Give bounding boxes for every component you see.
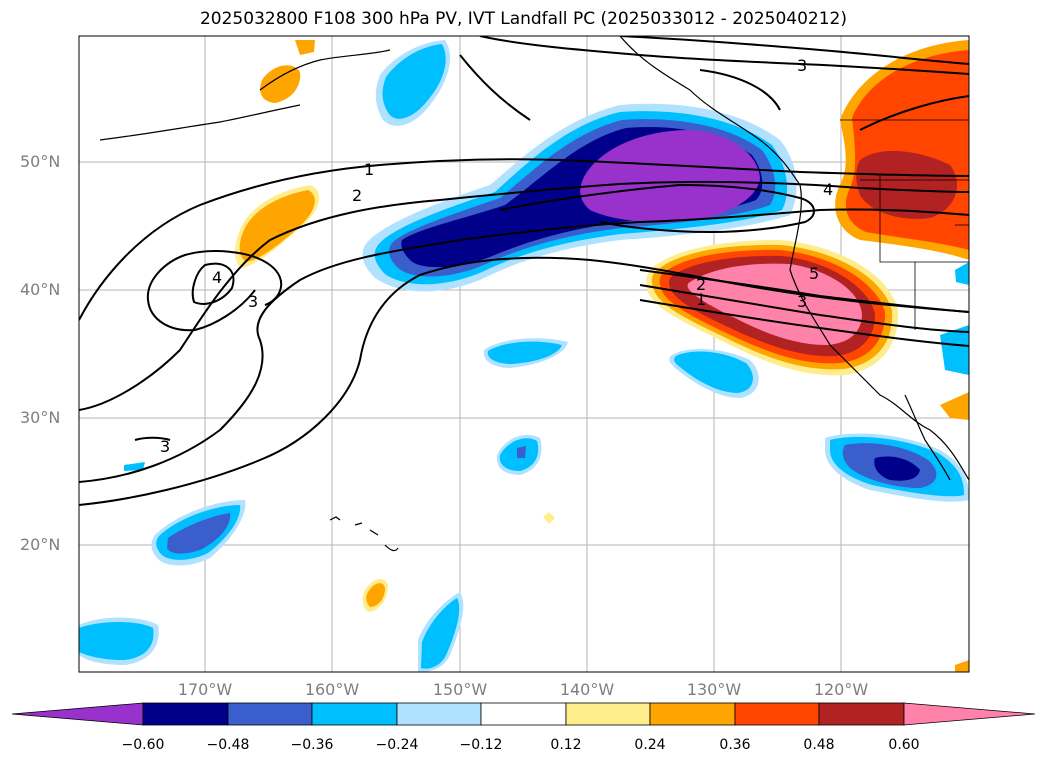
colorbar-cell — [311, 702, 398, 726]
colorbar-tick-label: −0.36 — [290, 737, 334, 753]
contour-label: 4 — [823, 180, 833, 199]
map-plot-area: 1 2 3 4 1 2 3 4 5 3 3 — [79, 36, 969, 672]
contour-label: 1 — [696, 290, 706, 309]
contour-label: 1 — [364, 160, 374, 179]
colorbar-tick-label: −0.48 — [206, 737, 250, 753]
colorbar-cell — [818, 702, 905, 726]
lon-label: 130°W — [686, 680, 742, 699]
contour-label: 2 — [352, 186, 362, 205]
colorbar-cell — [734, 702, 820, 726]
colorbar-tick-label: 0.36 — [719, 737, 751, 753]
pv-contours — [79, 36, 969, 506]
lon-label: 170°W — [177, 680, 233, 699]
contour-label: 3 — [797, 56, 807, 75]
pv-positive-canada — [835, 40, 969, 260]
contour-label: 3 — [797, 292, 807, 311]
colorbar — [11, 702, 1036, 726]
lon-label: 140°W — [559, 680, 615, 699]
colorbar-tick-label: 0.48 — [803, 737, 835, 753]
colorbar-tick-label: −0.60 — [121, 737, 165, 753]
contour-label: 4 — [212, 268, 222, 287]
colorbar-tick-label: 0.60 — [888, 737, 920, 753]
map-frame — [78, 35, 970, 673]
lat-label: 40°N — [20, 280, 61, 299]
colorbar-cell — [396, 702, 482, 726]
colorbar-tick-label: 0.12 — [550, 737, 582, 753]
pv-positive-small-patches — [235, 40, 969, 672]
lat-label: 30°N — [20, 408, 61, 427]
contour-label: 5 — [809, 264, 819, 283]
colorbar-extend-left — [11, 702, 144, 726]
colorbar-cell — [649, 702, 736, 726]
lat-label: 50°N — [20, 152, 61, 171]
colorbar-extend-right — [903, 702, 1036, 726]
colorbar-cell — [227, 702, 313, 726]
contour-labels: 1 2 3 4 1 2 3 4 5 3 3 — [160, 56, 833, 456]
map-title: 2025032800 F108 300 hPa PV, IVT Landfall… — [199, 9, 847, 29]
lon-label: 150°W — [432, 680, 488, 699]
contour-label: 3 — [160, 437, 170, 456]
colorbar-cell — [480, 702, 567, 726]
colorbar-cell — [142, 702, 229, 726]
pv-negative-trough — [362, 103, 797, 292]
lon-label: 160°W — [304, 680, 360, 699]
pv-negative-small-patches — [79, 40, 969, 672]
lon-label: 120°W — [813, 680, 869, 699]
colorbar-cell — [565, 702, 651, 726]
coastlines — [99, 36, 969, 552]
contour-label: 3 — [248, 292, 258, 311]
colorbar-tick-label: −0.24 — [375, 737, 419, 753]
contour-label: 2 — [696, 275, 706, 294]
colorbar-tick-label: −0.12 — [459, 737, 503, 753]
colorbar-tick-label: 0.24 — [634, 737, 666, 753]
lat-label: 20°N — [20, 535, 61, 554]
